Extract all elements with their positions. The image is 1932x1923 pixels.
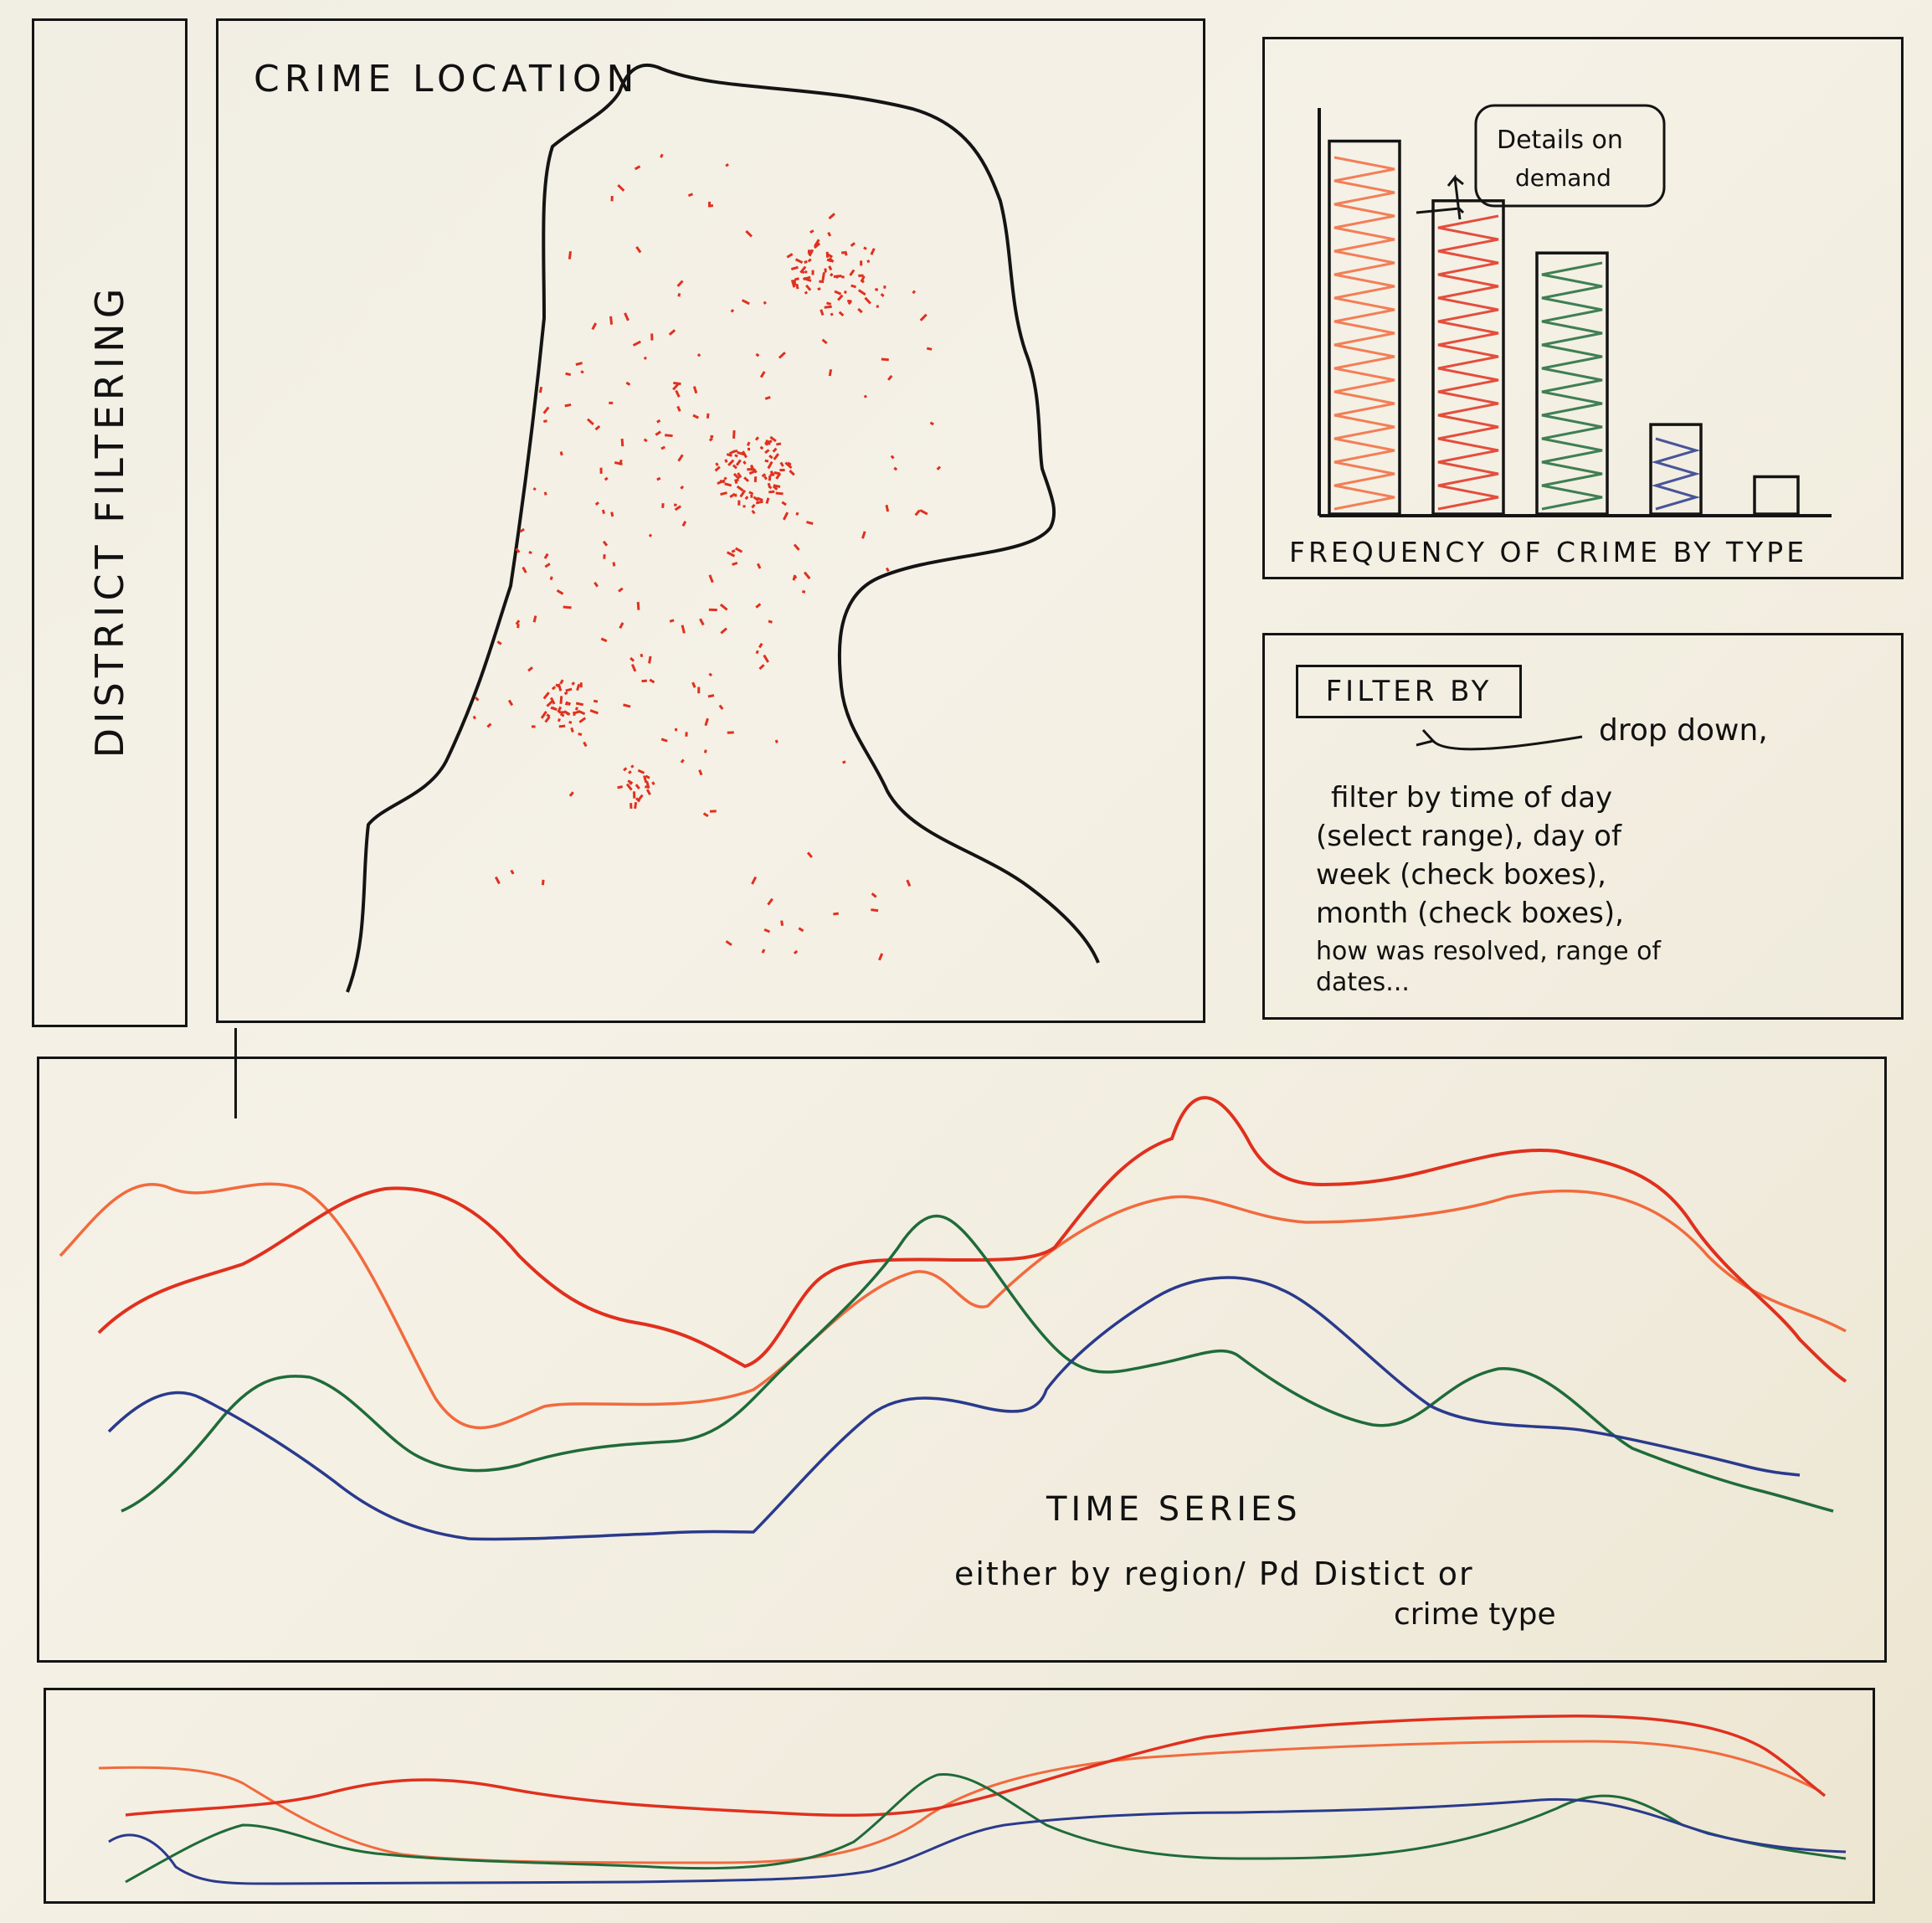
time-series-subtitle-1: either by region/ Pd Distict or bbox=[954, 1555, 1474, 1592]
filter-note: week (check boxes), bbox=[1316, 858, 1606, 892]
district-filter-label: DISTRICT FILTERING bbox=[87, 283, 132, 758]
filter-notes: filter by time of day (select range), da… bbox=[1316, 779, 1661, 995]
filter-panel bbox=[1262, 633, 1904, 1020]
filter-by-dropdown[interactable]: FILTER BY bbox=[1296, 665, 1522, 718]
filter-note: filter by time of day bbox=[1331, 781, 1613, 815]
filter-note: dates... bbox=[1316, 968, 1410, 997]
bars bbox=[1328, 139, 1800, 516]
time-series-title: TIME SERIES bbox=[1046, 1490, 1302, 1529]
filter-note: (select range), day of bbox=[1316, 820, 1621, 853]
bar[interactable] bbox=[1431, 199, 1505, 516]
district-filter-panel[interactable]: DISTRICT FILTERING bbox=[32, 18, 188, 1027]
bar[interactable] bbox=[1753, 475, 1800, 516]
bar[interactable] bbox=[1535, 251, 1609, 516]
callout bbox=[1416, 104, 1666, 220]
bar[interactable] bbox=[1328, 139, 1401, 516]
connector-line bbox=[234, 1028, 237, 1118]
crime-map-panel[interactable]: CRIME LOCATION bbox=[216, 18, 1205, 1023]
bar-outline[interactable] bbox=[1535, 251, 1609, 516]
time-series-panel[interactable] bbox=[37, 1057, 1887, 1663]
crime-type-bar-chart[interactable] bbox=[1262, 37, 1904, 579]
bar-chart-caption: FREQUENCY OF CRIME BY TYPE bbox=[1289, 536, 1808, 568]
bar-outline[interactable] bbox=[1649, 423, 1703, 516]
bar-hatch bbox=[1437, 214, 1499, 511]
bar-hatch bbox=[1333, 156, 1395, 511]
bar-hatch bbox=[1541, 261, 1603, 511]
bar-outline[interactable] bbox=[1328, 139, 1401, 516]
callout-line-1: Details on bbox=[1497, 126, 1623, 155]
bar-hatch bbox=[1651, 437, 1701, 511]
callout-line-2: demand bbox=[1515, 164, 1611, 192]
crime-type-bar-panel[interactable] bbox=[1262, 37, 1904, 579]
filter-note: how was resolved, range of bbox=[1316, 937, 1661, 966]
dropdown-note: drop down, bbox=[1599, 713, 1768, 748]
time-series-subtitle-2: crime type bbox=[1394, 1597, 1556, 1632]
bar-outline[interactable] bbox=[1431, 199, 1505, 516]
filter-by-label: FILTER BY bbox=[1325, 675, 1493, 708]
overview-panel[interactable] bbox=[44, 1688, 1875, 1904]
bar-outline[interactable] bbox=[1753, 475, 1800, 516]
map-title: CRIME LOCATION bbox=[254, 58, 640, 100]
bar[interactable] bbox=[1649, 423, 1703, 516]
filter-note: month (check boxes), bbox=[1316, 897, 1624, 930]
